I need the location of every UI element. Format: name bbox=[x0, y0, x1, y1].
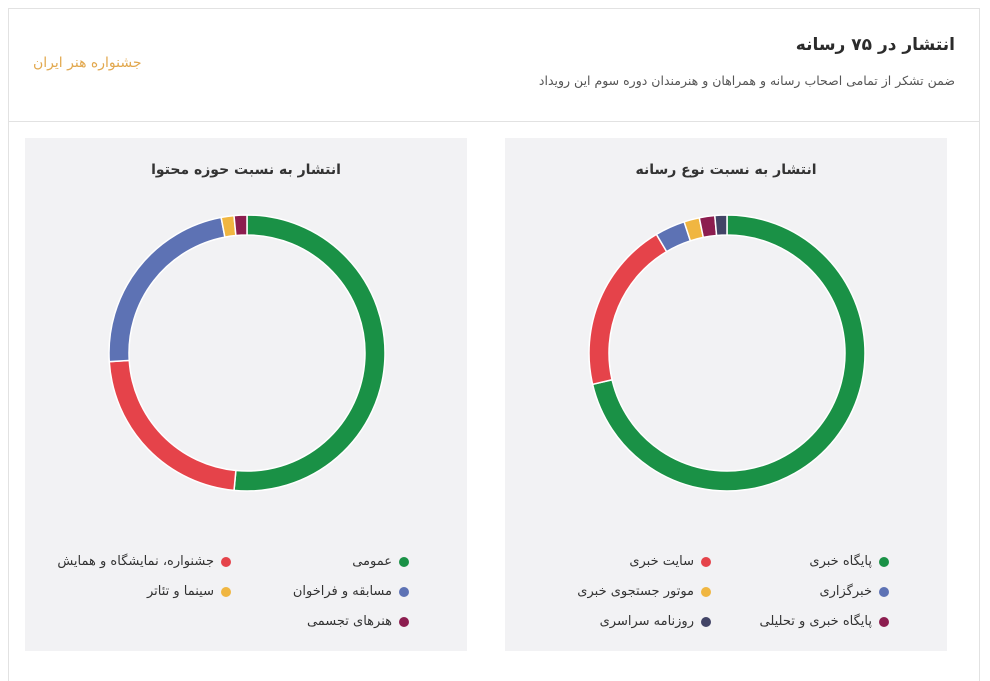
content-area-chart-panel: انتشار به نسبت حوزه محتوا عمومی جشنواره، … bbox=[25, 138, 467, 651]
legend-label: خبرگزاری bbox=[819, 584, 872, 599]
legend-label: جشنواره، نمایشگاه و همایش bbox=[57, 554, 214, 569]
legend-label: سایت خبری bbox=[629, 554, 694, 569]
legend-item[interactable]: سایت خبری bbox=[629, 554, 711, 569]
legend-item[interactable]: پایگاه خبری bbox=[809, 554, 889, 569]
legend-swatch bbox=[879, 556, 889, 567]
legend-swatch bbox=[879, 616, 889, 627]
legend-label: پایگاه خبری و تحلیلی bbox=[759, 614, 872, 629]
card-header: انتشار در ۷۵ رسانه ضمن تشکر از تمامی اصح… bbox=[9, 9, 979, 122]
legend-item[interactable]: روزنامه سراسری bbox=[600, 614, 711, 629]
donut-slice-1[interactable] bbox=[591, 214, 866, 492]
legend-item[interactable]: پایگاه خبری و تحلیلی bbox=[759, 614, 889, 629]
media-type-donut-chart bbox=[588, 214, 866, 492]
legend-label: مسابقه و فراخوان bbox=[292, 584, 392, 599]
donut-slice-2[interactable] bbox=[108, 359, 237, 492]
legend-label: عمومی bbox=[352, 554, 392, 569]
content-area-donut-chart bbox=[108, 214, 386, 492]
legend-label: پایگاه خبری bbox=[809, 554, 872, 569]
legend-label: سینما و تئاتر bbox=[146, 584, 214, 599]
donut-slice-2[interactable] bbox=[588, 233, 668, 386]
legend-label: موتور جستجوی خبری bbox=[577, 584, 694, 599]
chart-title: انتشار به نسبت نوع رسانه bbox=[635, 162, 817, 178]
legend-item[interactable]: جشنواره، نمایشگاه و همایش bbox=[57, 554, 231, 569]
legend-swatch bbox=[221, 556, 231, 567]
legend-swatch bbox=[221, 586, 231, 597]
legend-item[interactable]: سینما و تئاتر bbox=[147, 584, 231, 599]
legend-swatch bbox=[399, 556, 409, 567]
legend-item[interactable]: خبرگزاری bbox=[819, 584, 889, 599]
donut-slice-1[interactable] bbox=[233, 214, 386, 492]
legend-label: هنرهای تجسمی bbox=[306, 614, 392, 629]
donut-slice-6[interactable] bbox=[714, 214, 728, 237]
media-type-chart-panel: انتشار به نسبت نوع رسانه پایگاه خبری سایت… bbox=[505, 138, 947, 651]
legend-label: روزنامه سراسری bbox=[599, 614, 694, 629]
legend-item[interactable]: موتور جستجوی خبری bbox=[577, 584, 711, 599]
legend-item[interactable]: مسابقه و فراخوان bbox=[293, 584, 409, 599]
brand-link[interactable]: جشنواره هنر ایران bbox=[33, 55, 142, 71]
legend-swatch bbox=[701, 616, 711, 627]
page-title: انتشار در ۷۵ رسانه bbox=[795, 35, 955, 55]
donut-slice-5[interactable] bbox=[233, 214, 248, 237]
legend-item[interactable]: عمومی bbox=[352, 554, 409, 569]
page-subtitle: ضمن تشکر از تمامی اصحاب رسانه و همراهان … bbox=[538, 73, 955, 88]
legend-item[interactable]: هنرهای تجسمی bbox=[307, 614, 409, 629]
legend-swatch bbox=[701, 586, 711, 597]
legend-swatch bbox=[701, 556, 711, 567]
donut-slice-5[interactable] bbox=[698, 214, 718, 239]
chart-title: انتشار به نسبت حوزه محتوا bbox=[151, 162, 341, 178]
legend-swatch bbox=[399, 586, 409, 597]
legend-swatch bbox=[879, 586, 889, 597]
legend-swatch bbox=[399, 616, 409, 627]
donut-slice-3[interactable] bbox=[108, 216, 226, 363]
